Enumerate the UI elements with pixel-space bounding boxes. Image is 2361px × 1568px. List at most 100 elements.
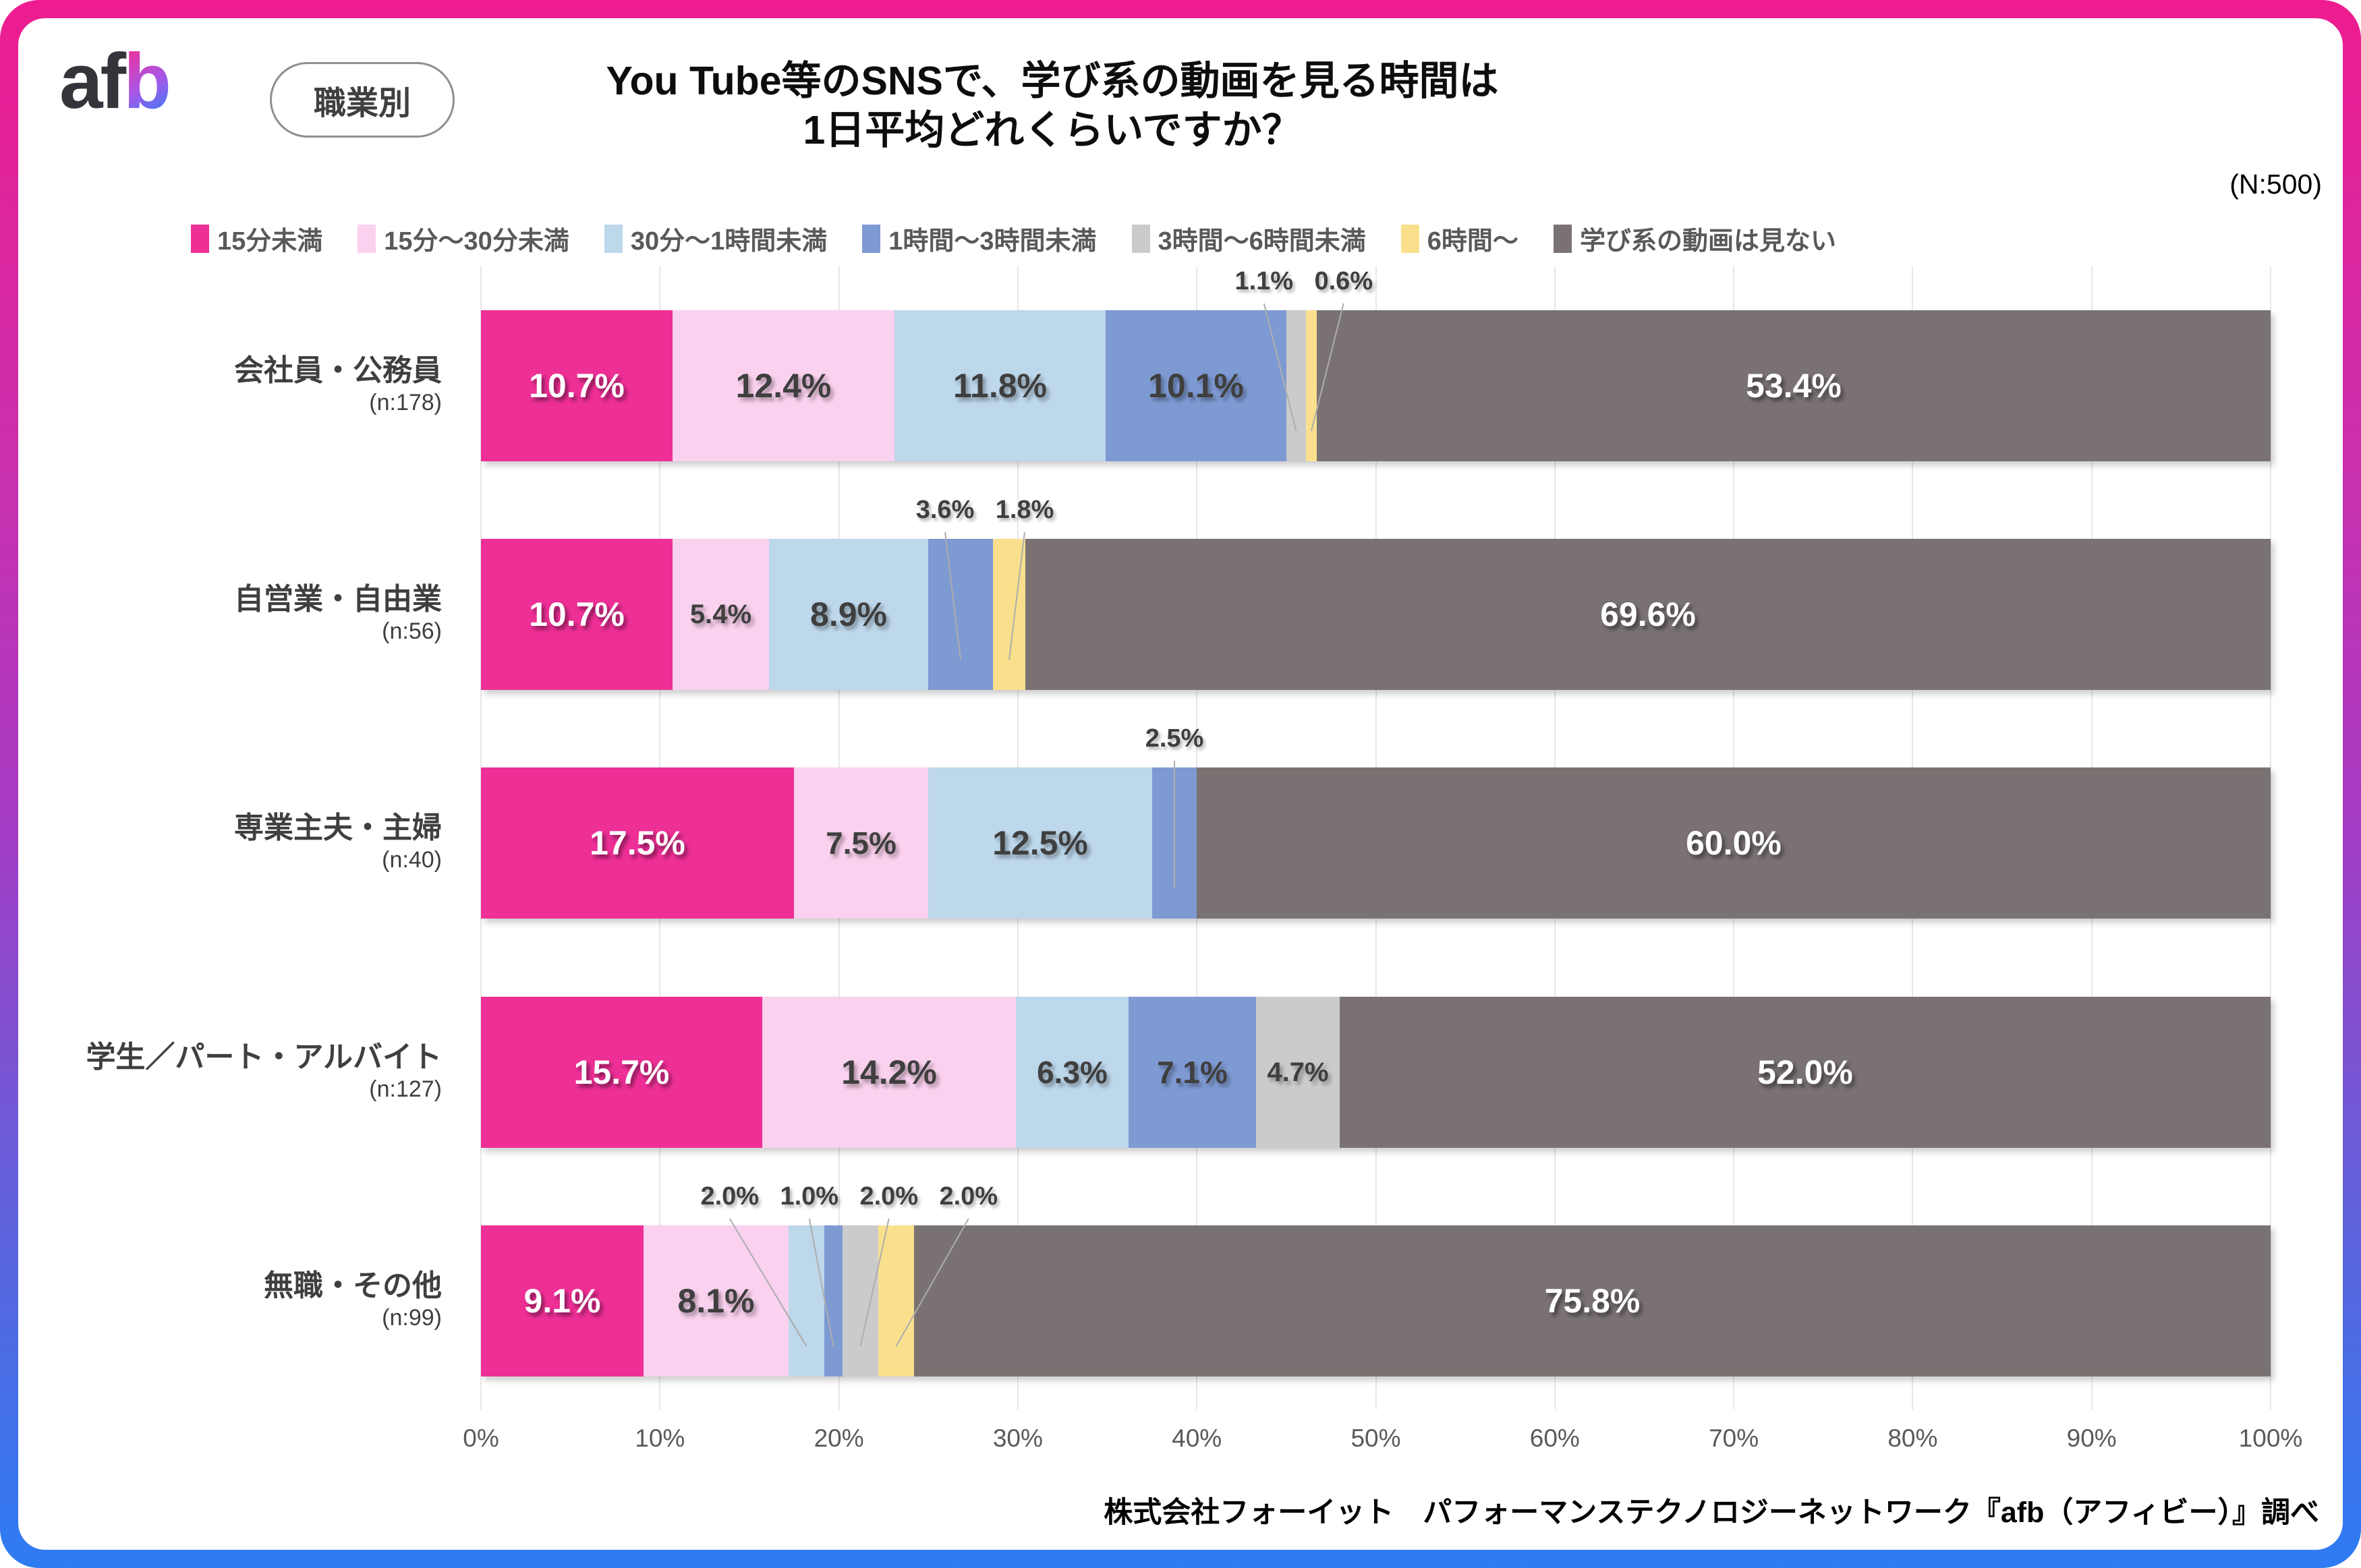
- row-label: 専業主夫・主婦: [234, 811, 442, 844]
- segment-value-label: 14.2%: [841, 1053, 937, 1091]
- bar-segment: 10.7%: [481, 310, 673, 461]
- legend-swatch: [1400, 224, 1419, 253]
- row-n-label: (n:99): [382, 1305, 442, 1331]
- bar-segment: [843, 1225, 878, 1376]
- x-axis-tick: 40%: [1172, 1424, 1222, 1452]
- bar-row: 15.7% 14.2% 6.3% 7.1% 4.7% 52.0%: [481, 997, 2271, 1148]
- row-label: 学生／パート・アルバイト: [86, 1040, 442, 1074]
- legend: 15分未満 15分〜30分未満 30分〜1時間未満 1時間〜3時間未満 3時間〜6時間未…: [191, 220, 1836, 257]
- legend-item: 6時間〜: [1400, 220, 1518, 257]
- bar-segment: 7.5%: [794, 767, 928, 919]
- bar-segment: [1306, 310, 1317, 461]
- bar-row: 9.1% 8.1% 75.8%: [481, 1225, 2271, 1376]
- afb-logo-b: b: [123, 37, 171, 125]
- sample-size: (N:500): [2229, 169, 2322, 200]
- bar-segment: 10.1%: [1106, 310, 1286, 461]
- legend-item: 学び系の動画は見ない: [1553, 220, 1836, 257]
- segment-value-label: 10.1%: [1148, 367, 1244, 405]
- bar-row: 17.5% 7.5% 12.5% 60.0%: [481, 767, 2271, 919]
- row-label-block: 会社員・公務員 (n:178): [234, 310, 442, 461]
- bar-segment: 75.8%: [914, 1225, 2271, 1376]
- legend-label: 30分〜1時間未満: [630, 227, 828, 256]
- row-label-block: 自営業・自由業 (n:56): [234, 539, 442, 690]
- row-label-block: 専業主夫・主婦 (n:40): [234, 767, 442, 919]
- legend-label: 学び系の動画は見ない: [1579, 227, 1836, 256]
- segment-value-label: 8.1%: [677, 1282, 755, 1320]
- x-axis-tick: 0%: [463, 1424, 499, 1452]
- x-axis-tick: 10%: [635, 1424, 685, 1452]
- bar-segment: 14.2%: [762, 997, 1016, 1148]
- x-axis-tick: 70%: [1709, 1424, 1759, 1452]
- legend-item: 15分未満: [191, 220, 322, 257]
- bar-segment: [789, 1225, 824, 1376]
- afb-logo: afb: [59, 42, 171, 120]
- segment-value-label: 60.0%: [1686, 824, 1782, 862]
- bar-segment: 53.4%: [1317, 310, 2271, 461]
- row-n-label: (n:178): [369, 390, 442, 416]
- bar-segment: [1286, 310, 1306, 461]
- segment-value-label: 52.0%: [1757, 1053, 1853, 1091]
- bar-segment: 9.1%: [481, 1225, 644, 1376]
- x-axis-tick: 30%: [992, 1424, 1043, 1452]
- legend-item: 1時間〜3時間未満: [862, 220, 1097, 257]
- segment-value-label: 10.7%: [529, 367, 625, 405]
- bar-segment: 12.4%: [673, 310, 894, 461]
- bar-segment: 8.9%: [769, 539, 928, 690]
- afb-logo-af: af: [59, 37, 126, 125]
- bar-segment: [993, 539, 1025, 690]
- segment-value-label: 15.7%: [573, 1053, 670, 1091]
- segment-value-label: 75.8%: [1544, 1282, 1641, 1320]
- callout-label: 2.0%: [939, 1182, 998, 1211]
- category-badge-label: 職業別: [314, 86, 411, 121]
- bar-segment: 4.7%: [1256, 997, 1340, 1148]
- source-note: 株式会社フォーイット パフォーマンステクノロジーネットワーク『afb（アフィビー…: [1104, 1497, 2319, 1529]
- row-n-label: (n:56): [382, 618, 442, 645]
- bar-segment: 60.0%: [1197, 767, 2271, 919]
- callout-label: 1.8%: [995, 496, 1054, 524]
- legend-swatch: [358, 224, 376, 253]
- bar-segment: 11.8%: [894, 310, 1106, 461]
- segment-value-label: 17.5%: [590, 824, 685, 862]
- legend-swatch: [1553, 224, 1572, 253]
- legend-swatch: [191, 224, 209, 253]
- segment-value-label: 12.5%: [992, 824, 1088, 862]
- callout-label: 2.0%: [700, 1182, 760, 1211]
- segment-value-label: 4.7%: [1267, 1057, 1329, 1087]
- row-label: 無職・その他: [264, 1269, 442, 1302]
- x-axis-tick: 60%: [1529, 1424, 1580, 1452]
- row-label-block: 学生／パート・アルバイト (n:127): [86, 997, 442, 1148]
- segment-value-label: 53.4%: [1746, 367, 1842, 405]
- bar-segment: 10.7%: [481, 539, 673, 690]
- bar-segment: 52.0%: [1340, 997, 2271, 1148]
- segment-value-label: 8.9%: [810, 596, 887, 633]
- row-label-block: 無職・その他 (n:99): [264, 1225, 442, 1376]
- bar-segment: 6.3%: [1016, 997, 1129, 1148]
- row-label: 会社員・公務員: [234, 353, 442, 387]
- bar-segment: [928, 539, 993, 690]
- bar-row: 10.7% 5.4% 8.9% 69.6%: [481, 539, 2271, 690]
- segment-value-label: 69.6%: [1600, 596, 1696, 633]
- legend-label: 6時間〜: [1427, 227, 1518, 256]
- legend-swatch: [1131, 224, 1150, 253]
- segment-value-label: 7.1%: [1157, 1055, 1228, 1090]
- x-axis-tick: 50%: [1350, 1424, 1401, 1452]
- bar-segment: [878, 1225, 914, 1376]
- bar-segment: [824, 1225, 843, 1376]
- segment-value-label: 6.3%: [1037, 1055, 1108, 1090]
- bar-segment: 8.1%: [644, 1225, 789, 1376]
- segment-value-label: 10.7%: [529, 596, 625, 633]
- legend-item: 3時間〜6時間未満: [1131, 220, 1366, 257]
- callout-label: 3.6%: [915, 496, 975, 524]
- legend-item: 15分〜30分未満: [358, 220, 569, 257]
- chart-title-line1: You Tube等のSNSで、学び系の動画を見る時間は: [606, 59, 1499, 103]
- legend-label: 1時間〜3時間未満: [888, 227, 1097, 256]
- legend-swatch: [604, 224, 623, 253]
- gridline: [2270, 266, 2271, 1410]
- segment-value-label: 11.8%: [952, 367, 1047, 405]
- category-badge: 職業別: [270, 62, 455, 138]
- bar-segment: 7.1%: [1129, 997, 1256, 1148]
- row-n-label: (n:40): [382, 847, 442, 873]
- x-axis-tick: 100%: [2238, 1424, 2303, 1452]
- bar-segment: 5.4%: [673, 539, 769, 690]
